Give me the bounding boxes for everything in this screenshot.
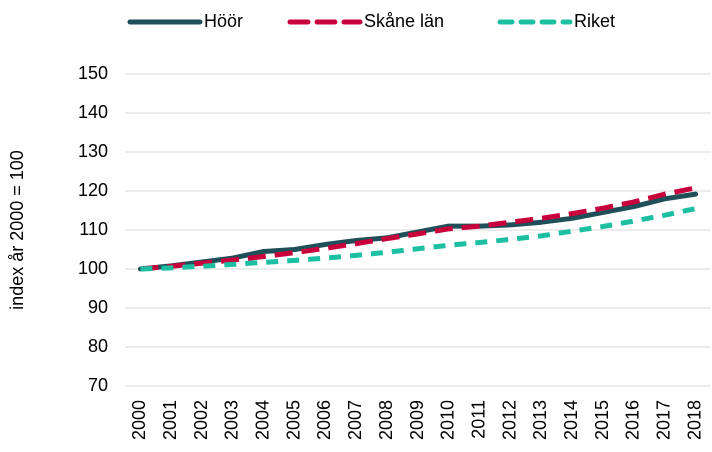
x-tick-label: 2012 [499, 400, 519, 440]
y-tick-label: 140 [78, 102, 108, 122]
y-tick-label: 90 [88, 297, 108, 317]
x-tick-label: 2006 [314, 400, 334, 440]
y-tick-label: 130 [78, 141, 108, 161]
y-tick-label: 80 [88, 336, 108, 356]
x-tick-label: 2002 [191, 400, 211, 440]
x-tick-label: 2004 [253, 400, 273, 440]
legend-label: Höör [204, 11, 243, 31]
x-tick-label: 2000 [129, 400, 149, 440]
x-tick-label: 2010 [438, 400, 458, 440]
x-tick-label: 2001 [160, 400, 180, 440]
x-tick-label: 2003 [222, 400, 242, 440]
y-tick-label: 110 [79, 219, 108, 239]
legend-label: Riket [574, 11, 615, 31]
x-tick-label: 2013 [530, 400, 550, 440]
line-series [140, 185, 697, 272]
y-tick-label: 150 [78, 63, 108, 83]
legend-label: Skåne län [364, 11, 444, 31]
x-tick-label: 2015 [592, 400, 612, 440]
x-tick-label: 2014 [561, 400, 581, 440]
x-tick-label: 2005 [283, 400, 303, 440]
x-tick-label: 2008 [376, 400, 396, 440]
x-tick-label: 2018 [684, 400, 704, 440]
x-tick-label: 2007 [345, 400, 365, 440]
y-tick-label: 120 [78, 180, 108, 200]
x-tick-label: 2009 [407, 400, 427, 440]
line-series [140, 206, 697, 272]
x-tick-label: 2016 [623, 400, 643, 440]
y-tick-label: 70 [88, 375, 108, 395]
y-axis-label: index år 2000 = 100 [7, 150, 27, 310]
x-tick-label: 2011 [468, 400, 488, 439]
x-tick-label: 2017 [653, 400, 673, 440]
y-tick-label: 100 [78, 258, 108, 278]
